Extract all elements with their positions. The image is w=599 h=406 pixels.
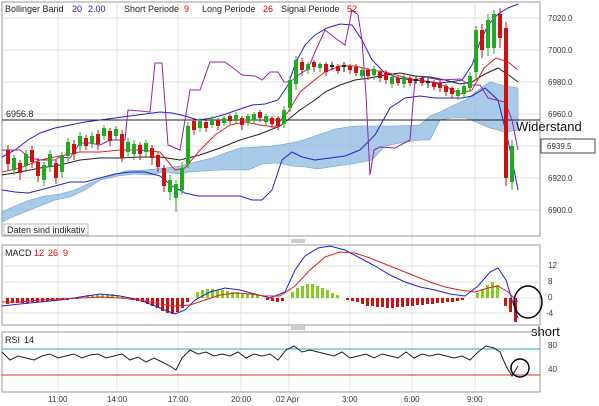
bb-period: 20 (72, 4, 82, 14)
svg-text:6:00: 6:00 (404, 395, 420, 404)
level-label: 6956.8 (6, 109, 34, 119)
svg-text:7000.0: 7000.0 (548, 46, 573, 55)
svg-text:80: 80 (548, 341, 557, 350)
short-val: 9 (184, 4, 189, 14)
rsi-header: RSI 14 (5, 335, 34, 345)
svg-text:12: 12 (34, 248, 44, 258)
svg-text:MACD: MACD (5, 248, 32, 258)
svg-text:0: 0 (548, 293, 553, 302)
svg-text:6920.0: 6920.0 (548, 174, 573, 183)
notice-box (3, 223, 89, 236)
svg-text:7020.0: 7020.0 (548, 14, 573, 23)
macd-line (1, 245, 519, 319)
svg-text:6980.0: 6980.0 (548, 78, 573, 87)
svg-text:9: 9 (63, 248, 68, 258)
macd-header: MACD 12 26 9 (5, 248, 68, 258)
svg-text:02 Apr: 02 Apr (276, 395, 299, 404)
svg-text:40: 40 (548, 365, 557, 374)
macd-panel: 12 8 0 -4 MACD 12 26 9 short (1, 244, 560, 339)
long-label: Long Periode (202, 4, 256, 14)
notice-text: Daten sind indikativ (7, 225, 86, 235)
ma-black (1, 67, 519, 176)
short-annotation: short (531, 324, 560, 339)
svg-text:8: 8 (548, 277, 553, 286)
svg-text:9:00: 9:00 (467, 395, 483, 404)
bb-lower (1, 87, 519, 201)
bb-dev: 2.00 (88, 4, 106, 14)
rsi-highlight-circle (510, 358, 530, 378)
panel-splitter-2[interactable] (291, 326, 305, 330)
svg-text:11:00: 11:00 (48, 395, 68, 404)
svg-text:RSI: RSI (5, 335, 20, 345)
long-val: 26 (263, 4, 273, 14)
macd-histogram (6, 282, 517, 322)
signal-val: 52 (347, 4, 357, 14)
svg-text:20:00: 20:00 (231, 395, 252, 404)
svg-text:6900.0: 6900.0 (548, 206, 573, 215)
price-header: Bollinger Band 20 2.00 Short Periode 9 L… (5, 4, 357, 14)
svg-text:-4: -4 (546, 309, 554, 318)
signal-label: Signal Periode (281, 4, 340, 14)
rsi-line (1, 345, 519, 377)
rsi-panel: 80 40 RSI 14 (1, 331, 557, 393)
widerstand-annotation: Widerstand (516, 119, 582, 134)
svg-text:17:00: 17:00 (168, 395, 189, 404)
macd-signal-line (2, 251, 519, 307)
short-label: Short Periode (124, 4, 179, 14)
svg-text:6960.0: 6960.0 (548, 110, 573, 119)
rsi-axis: 80 40 (548, 341, 557, 374)
svg-text:12: 12 (548, 261, 557, 270)
macd-axis: 12 8 0 -4 (546, 261, 557, 318)
svg-text:3:00: 3:00 (342, 395, 358, 404)
svg-text:14:00: 14:00 (107, 395, 128, 404)
macd-highlight-circle (513, 285, 543, 319)
candles (6, 8, 514, 212)
panel-splitter-1[interactable] (291, 239, 305, 243)
last-price-box (540, 138, 596, 154)
time-axis: 11:00 14:00 17:00 20:00 02 Apr 3:00 6:00… (48, 395, 483, 404)
last-price-label: 6939.5 (547, 142, 572, 151)
svg-text:26: 26 (48, 248, 58, 258)
price-panel: 6956.8 (1, 1, 596, 392)
price-axis: 7020.0 7000.0 6980.0 6960.0 6920.0 6900.… (548, 14, 573, 215)
bb-label: Bollinger Band (5, 4, 64, 14)
svg-text:14: 14 (24, 335, 34, 345)
